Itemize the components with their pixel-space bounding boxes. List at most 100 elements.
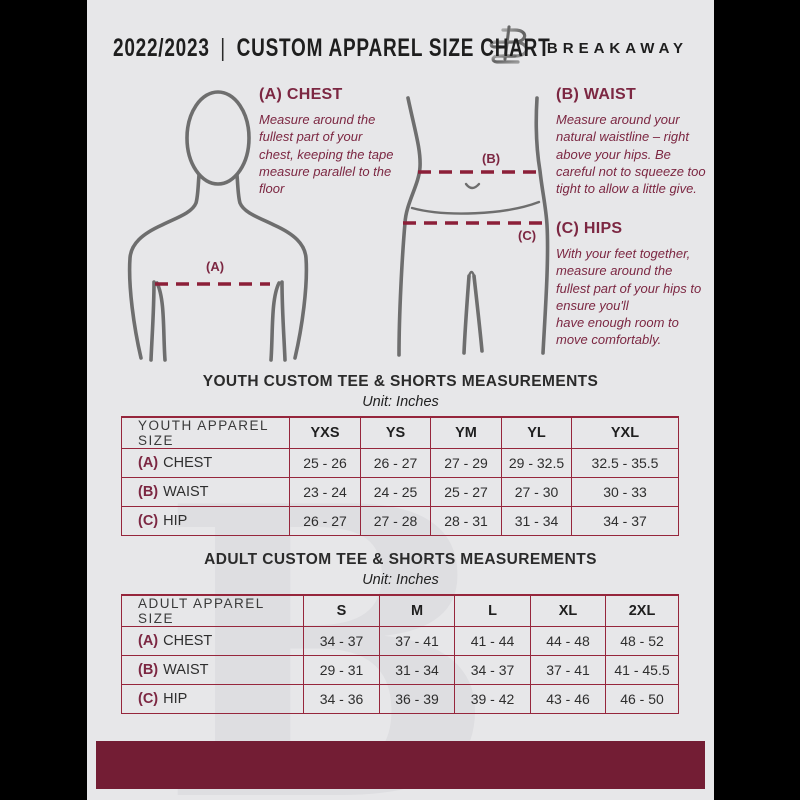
youth-size-ys: YS <box>360 416 431 449</box>
row-name: HIP <box>163 513 188 529</box>
header-divider: | <box>220 34 226 62</box>
adult-size-xl: XL <box>530 594 606 627</box>
row-prefix: (A) <box>138 633 159 649</box>
cell: 37 - 41 <box>530 655 606 685</box>
row-name: HIP <box>163 691 188 707</box>
cell: 31 - 34 <box>501 506 572 536</box>
cell: 34 - 37 <box>571 506 679 536</box>
youth-size-ym: YM <box>430 416 502 449</box>
row-name: CHEST <box>163 455 213 471</box>
row-name: WAIST <box>163 484 209 500</box>
youth-chest-row: (A) CHEST 25 - 26 26 - 27 27 - 29 29 - 32… <box>121 448 679 478</box>
waist-instruction-heading: (B) WAIST <box>556 86 637 103</box>
youth-header-row: YOUTH APPAREL SIZE YXS YS YM YL YXL <box>121 416 679 449</box>
footer-accent-bar <box>96 741 705 789</box>
cell: 34 - 37 <box>303 626 380 656</box>
adult-size-m: M <box>379 594 455 627</box>
row-prefix: (B) <box>138 662 159 678</box>
header: 2022/2023 | CUSTOM APPAREL SIZE CHART <box>87 0 714 75</box>
hips-instruction: (C) HIPS With your feet together, measur… <box>556 220 706 349</box>
brand-name: BREAKAWAY <box>546 40 689 57</box>
row-label-waist: (B) WAIST <box>121 655 304 685</box>
header-title-wrap: 2022/2023 | CUSTOM APPAREL SIZE CHART <box>113 34 550 64</box>
youth-hip-row: (C) HIP 26 - 27 27 - 28 28 - 31 31 - 34 3… <box>121 506 679 536</box>
adult-size-table: ADULT APPAREL SIZE S M L XL 2XL (A) CHEST… <box>121 594 679 714</box>
cell: 41 - 45.5 <box>605 655 679 685</box>
cell: 37 - 41 <box>379 626 455 656</box>
cell: 27 - 30 <box>501 477 572 507</box>
adult-size-header-label: ADULT APPAREL SIZE <box>121 594 304 627</box>
youth-table-unit: Unit: Inches <box>362 394 439 410</box>
cell: 29 - 32.5 <box>501 448 572 478</box>
adult-header-row: ADULT APPAREL SIZE S M L XL 2XL <box>121 594 679 627</box>
row-prefix: (A) <box>138 455 159 471</box>
hips-instruction-body: With your feet together, measure around … <box>556 246 702 348</box>
tables-section: YOUTH CUSTOM TEE & SHORTS MEASUREMENTS U… <box>87 373 714 714</box>
chest-figure-illustration <box>127 90 309 362</box>
cell: 30 - 33 <box>571 477 679 507</box>
youth-waist-row: (B) WAIST 23 - 24 24 - 25 25 - 27 27 - 30… <box>121 477 679 507</box>
chest-instruction-heading: (A) CHEST <box>259 86 343 103</box>
adult-size-s: S <box>303 594 380 627</box>
cell: 39 - 42 <box>454 684 531 714</box>
adult-size-l: L <box>454 594 531 627</box>
youth-size-yxs: YXS <box>289 416 361 449</box>
cell: 27 - 28 <box>360 506 431 536</box>
waist-instruction: (B) WAIST Measure around your natural wa… <box>556 86 706 197</box>
youth-size-yxl: YXL <box>571 416 679 449</box>
row-label-chest: (A) CHEST <box>121 448 290 478</box>
row-label-waist: (B) WAIST <box>121 477 290 507</box>
cell: 29 - 31 <box>303 655 380 685</box>
youth-size-yl: YL <box>501 416 572 449</box>
chest-instruction: (A) CHEST Measure around the fullest par… <box>259 86 394 197</box>
chart-page: B 2022/2023 | CUSTOM APPAREL SIZE CHART <box>87 0 714 800</box>
breakaway-logo-icon <box>487 23 535 74</box>
adult-size-2xl: 2XL <box>605 594 679 627</box>
row-prefix: (B) <box>138 484 159 500</box>
header-title: 2022/2023 | CUSTOM APPAREL SIZE CHART <box>113 34 551 63</box>
cell: 34 - 37 <box>454 655 531 685</box>
row-prefix: (C) <box>138 513 159 529</box>
cell: 32.5 - 35.5 <box>571 448 679 478</box>
row-name: WAIST <box>163 662 209 678</box>
youth-size-table: YOUTH APPAREL SIZE YXS YS YM YL YXL (A) C… <box>121 416 679 536</box>
row-name: CHEST <box>163 633 213 649</box>
waist-instruction-body: Measure around your natural waistline – … <box>556 112 706 197</box>
cell: 26 - 27 <box>289 506 361 536</box>
row-label-chest: (A) CHEST <box>121 626 304 656</box>
cell: 25 - 27 <box>430 477 502 507</box>
row-label-hip: (C) HIP <box>121 684 304 714</box>
header-title-text: CUSTOM APPAREL SIZE CHART <box>236 34 551 62</box>
cell: 26 - 27 <box>360 448 431 478</box>
chest-instruction-body: Measure around the fullest part of your … <box>259 112 394 197</box>
youth-size-header-label: YOUTH APPAREL SIZE <box>121 416 290 449</box>
cell: 36 - 39 <box>379 684 455 714</box>
cell: 27 - 29 <box>430 448 502 478</box>
waist-hips-figure-illustration <box>397 96 550 357</box>
youth-table-title: YOUTH CUSTOM TEE & SHORTS MEASUREMENTS <box>202 373 599 390</box>
cell: 46 - 50 <box>605 684 679 714</box>
measurement-diagrams: (A) (B) (C) (A) CHEST Measure around the… <box>87 75 714 366</box>
row-label-hip: (C) HIP <box>121 506 290 536</box>
adult-chest-row: (A) CHEST 34 - 37 37 - 41 41 - 44 44 - 48… <box>121 626 679 656</box>
cell: 24 - 25 <box>360 477 431 507</box>
cell: 43 - 46 <box>530 684 606 714</box>
waist-line-label: (B) <box>482 151 501 166</box>
cell: 23 - 24 <box>289 477 361 507</box>
hips-line-label: (C) <box>518 228 537 243</box>
header-year: 2022/2023 <box>112 34 210 62</box>
adult-hip-row: (C) HIP 34 - 36 36 - 39 39 - 42 43 - 46 4… <box>121 684 679 714</box>
cell: 28 - 31 <box>430 506 502 536</box>
adult-table-title: ADULT CUSTOM TEE & SHORTS MEASUREMENTS <box>204 551 597 568</box>
hips-instruction-heading: (C) HIPS <box>556 220 623 237</box>
cell: 48 - 52 <box>605 626 679 656</box>
cell: 25 - 26 <box>289 448 361 478</box>
cell: 31 - 34 <box>379 655 455 685</box>
row-prefix: (C) <box>138 691 159 707</box>
cell: 34 - 36 <box>303 684 380 714</box>
chest-line-label: (A) <box>206 259 225 274</box>
adult-table-unit: Unit: Inches <box>362 572 439 588</box>
cell: 44 - 48 <box>530 626 606 656</box>
cell: 41 - 44 <box>454 626 531 656</box>
